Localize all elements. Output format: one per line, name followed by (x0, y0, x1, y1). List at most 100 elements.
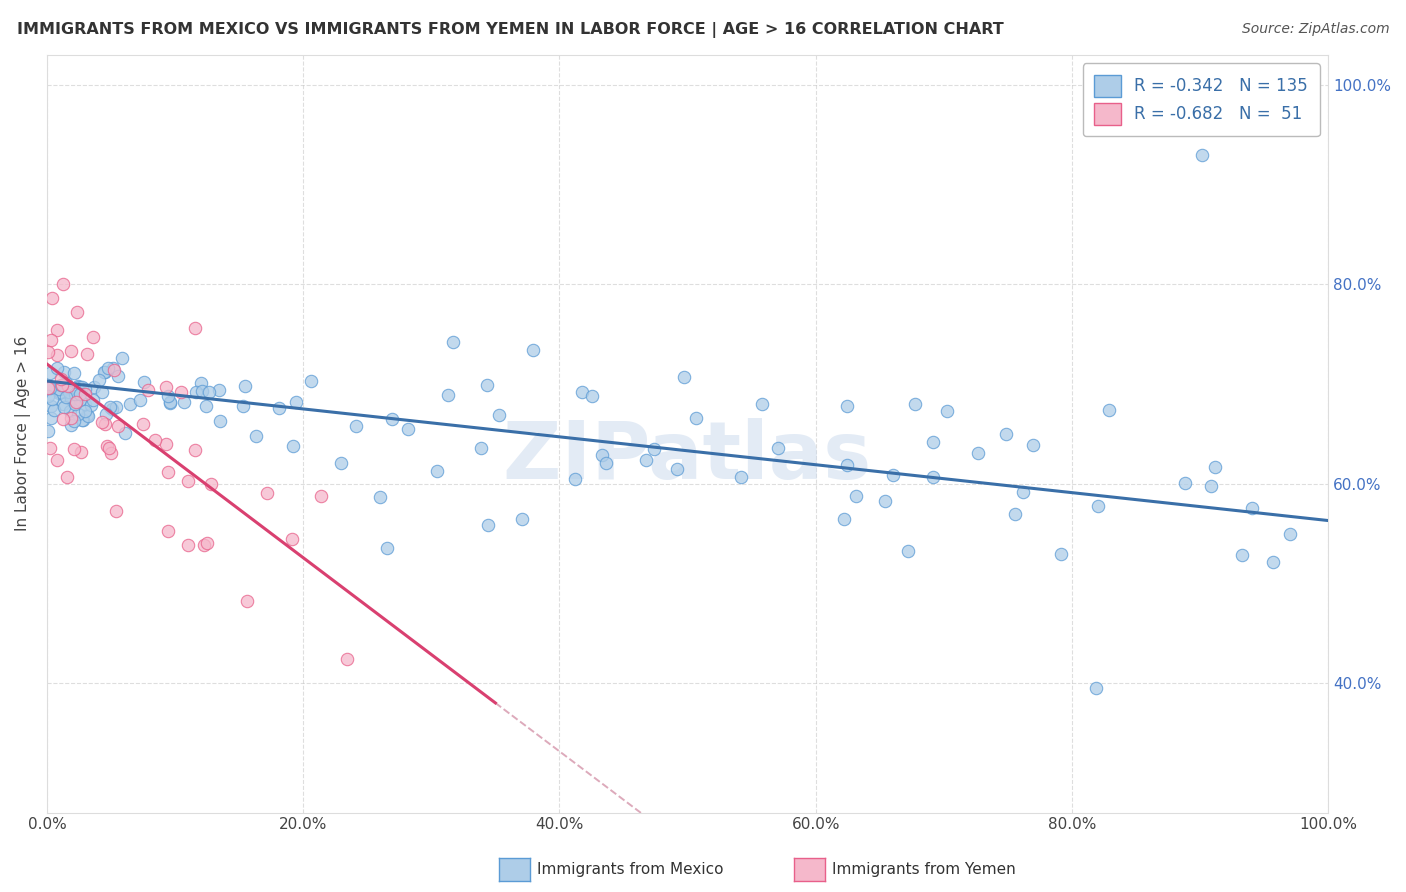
Point (1191, 148, 1213, 162)
Point (101, 402, 124, 417)
Point (595, 457, 617, 471)
Point (245, 429, 267, 443)
Point (233, 379, 256, 393)
Point (897, 544, 920, 558)
Legend: R = -0.342   N = 135, R = -0.682   N =  51: R = -0.342 N = 135, R = -0.682 N = 51 (1083, 63, 1320, 136)
Point (665, 461, 688, 475)
Point (470, 441, 492, 455)
Point (69, 393, 91, 408)
Point (922, 434, 945, 449)
Point (1261, 555, 1284, 569)
Point (200, 476, 222, 491)
Point (73, 403, 96, 417)
Point (105, 504, 128, 518)
Point (368, 490, 391, 504)
Point (60, 390, 83, 404)
Point (83, 380, 105, 394)
Point (143, 433, 166, 447)
Point (37, 424, 59, 438)
Point (94, 407, 117, 421)
Point (60, 410, 83, 425)
Point (437, 387, 460, 401)
Point (114, 426, 136, 441)
Point (96, 439, 118, 453)
Point (45, 323, 67, 337)
Point (375, 541, 398, 555)
Point (488, 409, 510, 423)
Point (70, 380, 93, 394)
Point (1085, 681, 1108, 696)
Text: ZIPat​las: ZIPat​las (503, 417, 872, 496)
Point (1011, 485, 1033, 500)
Point (73, 397, 96, 411)
Point (73, 387, 96, 401)
Point (94, 417, 117, 431)
Point (72, 413, 94, 427)
Point (190, 376, 212, 390)
Point (177, 538, 200, 552)
Point (522, 343, 544, 357)
Point (41, 291, 63, 305)
Point (1199, 479, 1222, 493)
Point (191, 384, 214, 398)
Point (65, 386, 87, 401)
Point (475, 378, 498, 392)
Point (38, 380, 60, 394)
Point (236, 594, 259, 608)
Point (66, 305, 89, 319)
Point (100, 445, 122, 459)
Point (1278, 527, 1301, 541)
Point (59, 392, 82, 407)
Point (730, 470, 752, 484)
Point (66, 408, 89, 422)
Point (173, 395, 195, 409)
Point (1241, 501, 1264, 516)
Point (76, 409, 98, 423)
Point (76, 347, 98, 361)
Point (66, 378, 89, 392)
Point (1098, 403, 1121, 417)
Point (59, 404, 82, 418)
Point (55, 390, 77, 404)
Point (82, 393, 104, 408)
Point (58, 379, 80, 393)
Point (69, 387, 91, 401)
Point (1004, 507, 1026, 521)
Point (59, 417, 82, 432)
Point (46, 452, 69, 467)
Point (93, 365, 115, 379)
Text: Immigrants from Yemen: Immigrants from Yemen (832, 863, 1017, 877)
Point (1174, 475, 1197, 490)
Point (101, 361, 124, 376)
Point (90, 384, 112, 399)
Point (1087, 499, 1109, 513)
Point (62, 442, 84, 457)
Point (98, 400, 121, 414)
Point (97, 360, 120, 375)
Point (65, 393, 87, 408)
Point (39, 366, 62, 380)
Point (591, 448, 613, 462)
Point (672, 370, 695, 384)
Point (1230, 549, 1253, 563)
Point (157, 389, 180, 403)
Point (70, 445, 93, 459)
Point (155, 437, 177, 451)
Point (58, 385, 80, 400)
Point (63, 397, 86, 411)
Point (834, 512, 856, 526)
Point (336, 652, 359, 666)
Point (751, 397, 773, 411)
Point (232, 399, 254, 413)
Point (195, 399, 218, 413)
Point (157, 466, 180, 480)
Point (159, 396, 181, 410)
Point (94, 365, 117, 379)
Point (845, 489, 868, 503)
Point (155, 380, 177, 394)
Point (685, 411, 707, 425)
Point (835, 458, 858, 472)
Point (111, 351, 134, 366)
Point (41, 392, 63, 406)
Point (51, 372, 73, 386)
